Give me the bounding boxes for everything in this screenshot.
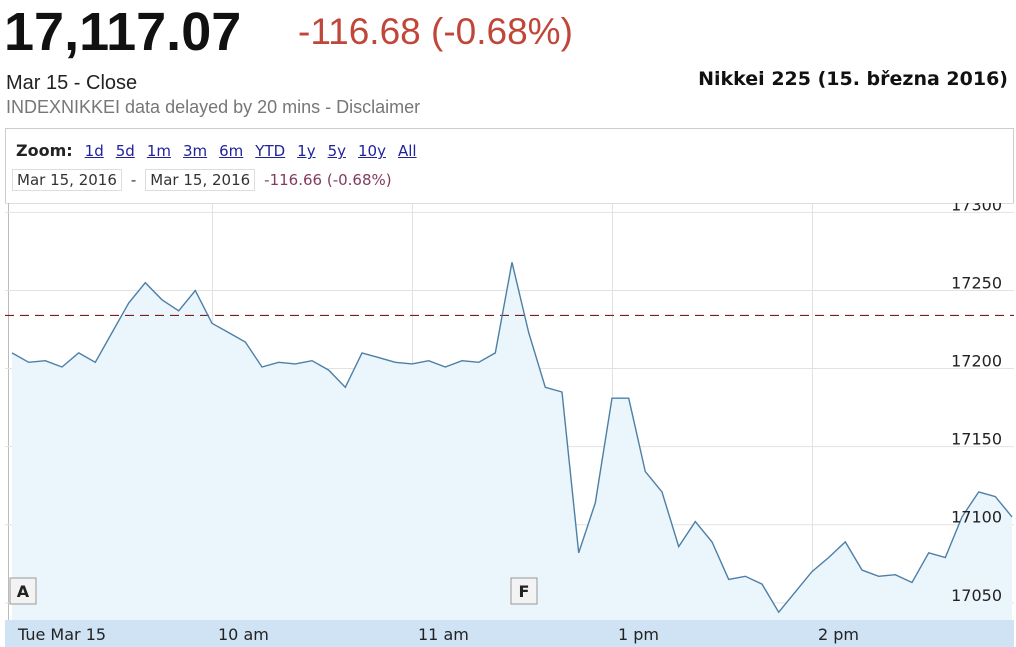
- price-change: -116.68 (-0.68%): [298, 11, 573, 52]
- flag[interactable]: F: [510, 577, 538, 605]
- flag-box: [9, 577, 37, 605]
- range-start[interactable]: Mar 15, 2016: [12, 169, 122, 191]
- y-tick-label: 17250: [951, 273, 1002, 292]
- y-tick-label: 17300: [951, 203, 1002, 214]
- x-tick-label: 2 pm: [818, 625, 859, 644]
- flag-label: F: [519, 582, 530, 601]
- area: [12, 262, 1012, 620]
- y-tick-label: 17150: [951, 430, 1002, 449]
- zoom-option[interactable]: 1d: [84, 142, 104, 160]
- price: 17,117.07: [4, 2, 242, 62]
- zoom-option[interactable]: 5y: [327, 142, 347, 160]
- date: Mar 15 - Close: [6, 72, 138, 94]
- zoom-row: Zoom: 1d 5d 1m 3m 6m YTD 1y 5y 10y All: [16, 141, 429, 160]
- zoom-option[interactable]: 5d: [115, 142, 135, 160]
- zoom-option[interactable]: 3m: [182, 142, 208, 160]
- price-line: [11, 262, 1013, 614]
- zoom-option[interactable]: 1y: [297, 142, 316, 160]
- source: INDEXNIKKEI data delayed by 20 mins - Di…: [6, 97, 421, 117]
- x-axis-bar: [5, 620, 1014, 647]
- zoom-option[interactable]: 1m: [146, 142, 171, 160]
- x-tick-label: Tue Mar 15: [17, 625, 106, 644]
- range-change: -116.66 (-0.68%): [264, 171, 392, 189]
- zoom-option[interactable]: All: [397, 142, 417, 160]
- chart: Tue Mar 15 10 am 11 am 1 pm 2 pm 17050 17100 17…: [5, 203, 1014, 647]
- zoom-option[interactable]: YTD: [255, 142, 286, 160]
- zoom-option[interactable]: 10y: [358, 142, 386, 160]
- zoom-option[interactable]: 6m: [219, 142, 244, 160]
- plot-layer: Tue Mar 15 10 am 11 am 1 pm 2 pm 17050 17100 17…: [5, 203, 1014, 647]
- x-tick-label: 11 am: [418, 625, 469, 644]
- flag-box: [510, 577, 538, 605]
- x-tick-label: 1 pm: [618, 625, 659, 644]
- x-tick-label: 10 am: [218, 625, 269, 644]
- y-tick-label: 17200: [951, 352, 1002, 371]
- zoom-label: Zoom:: [16, 141, 73, 160]
- flag-label: A: [17, 582, 30, 601]
- y-tick-label: 17050: [951, 586, 1002, 605]
- range-separator: -: [130, 171, 137, 189]
- y-tick-label: 17100: [951, 508, 1002, 527]
- range-row: Mar 15, 2016 - Mar 15, 2016 -116.66 (-0.…: [12, 169, 392, 191]
- range-end[interactable]: Mar 15, 2016: [145, 169, 256, 191]
- caption: Nikkei 225 (15. března 2016): [698, 68, 1008, 90]
- flag[interactable]: A: [9, 577, 37, 605]
